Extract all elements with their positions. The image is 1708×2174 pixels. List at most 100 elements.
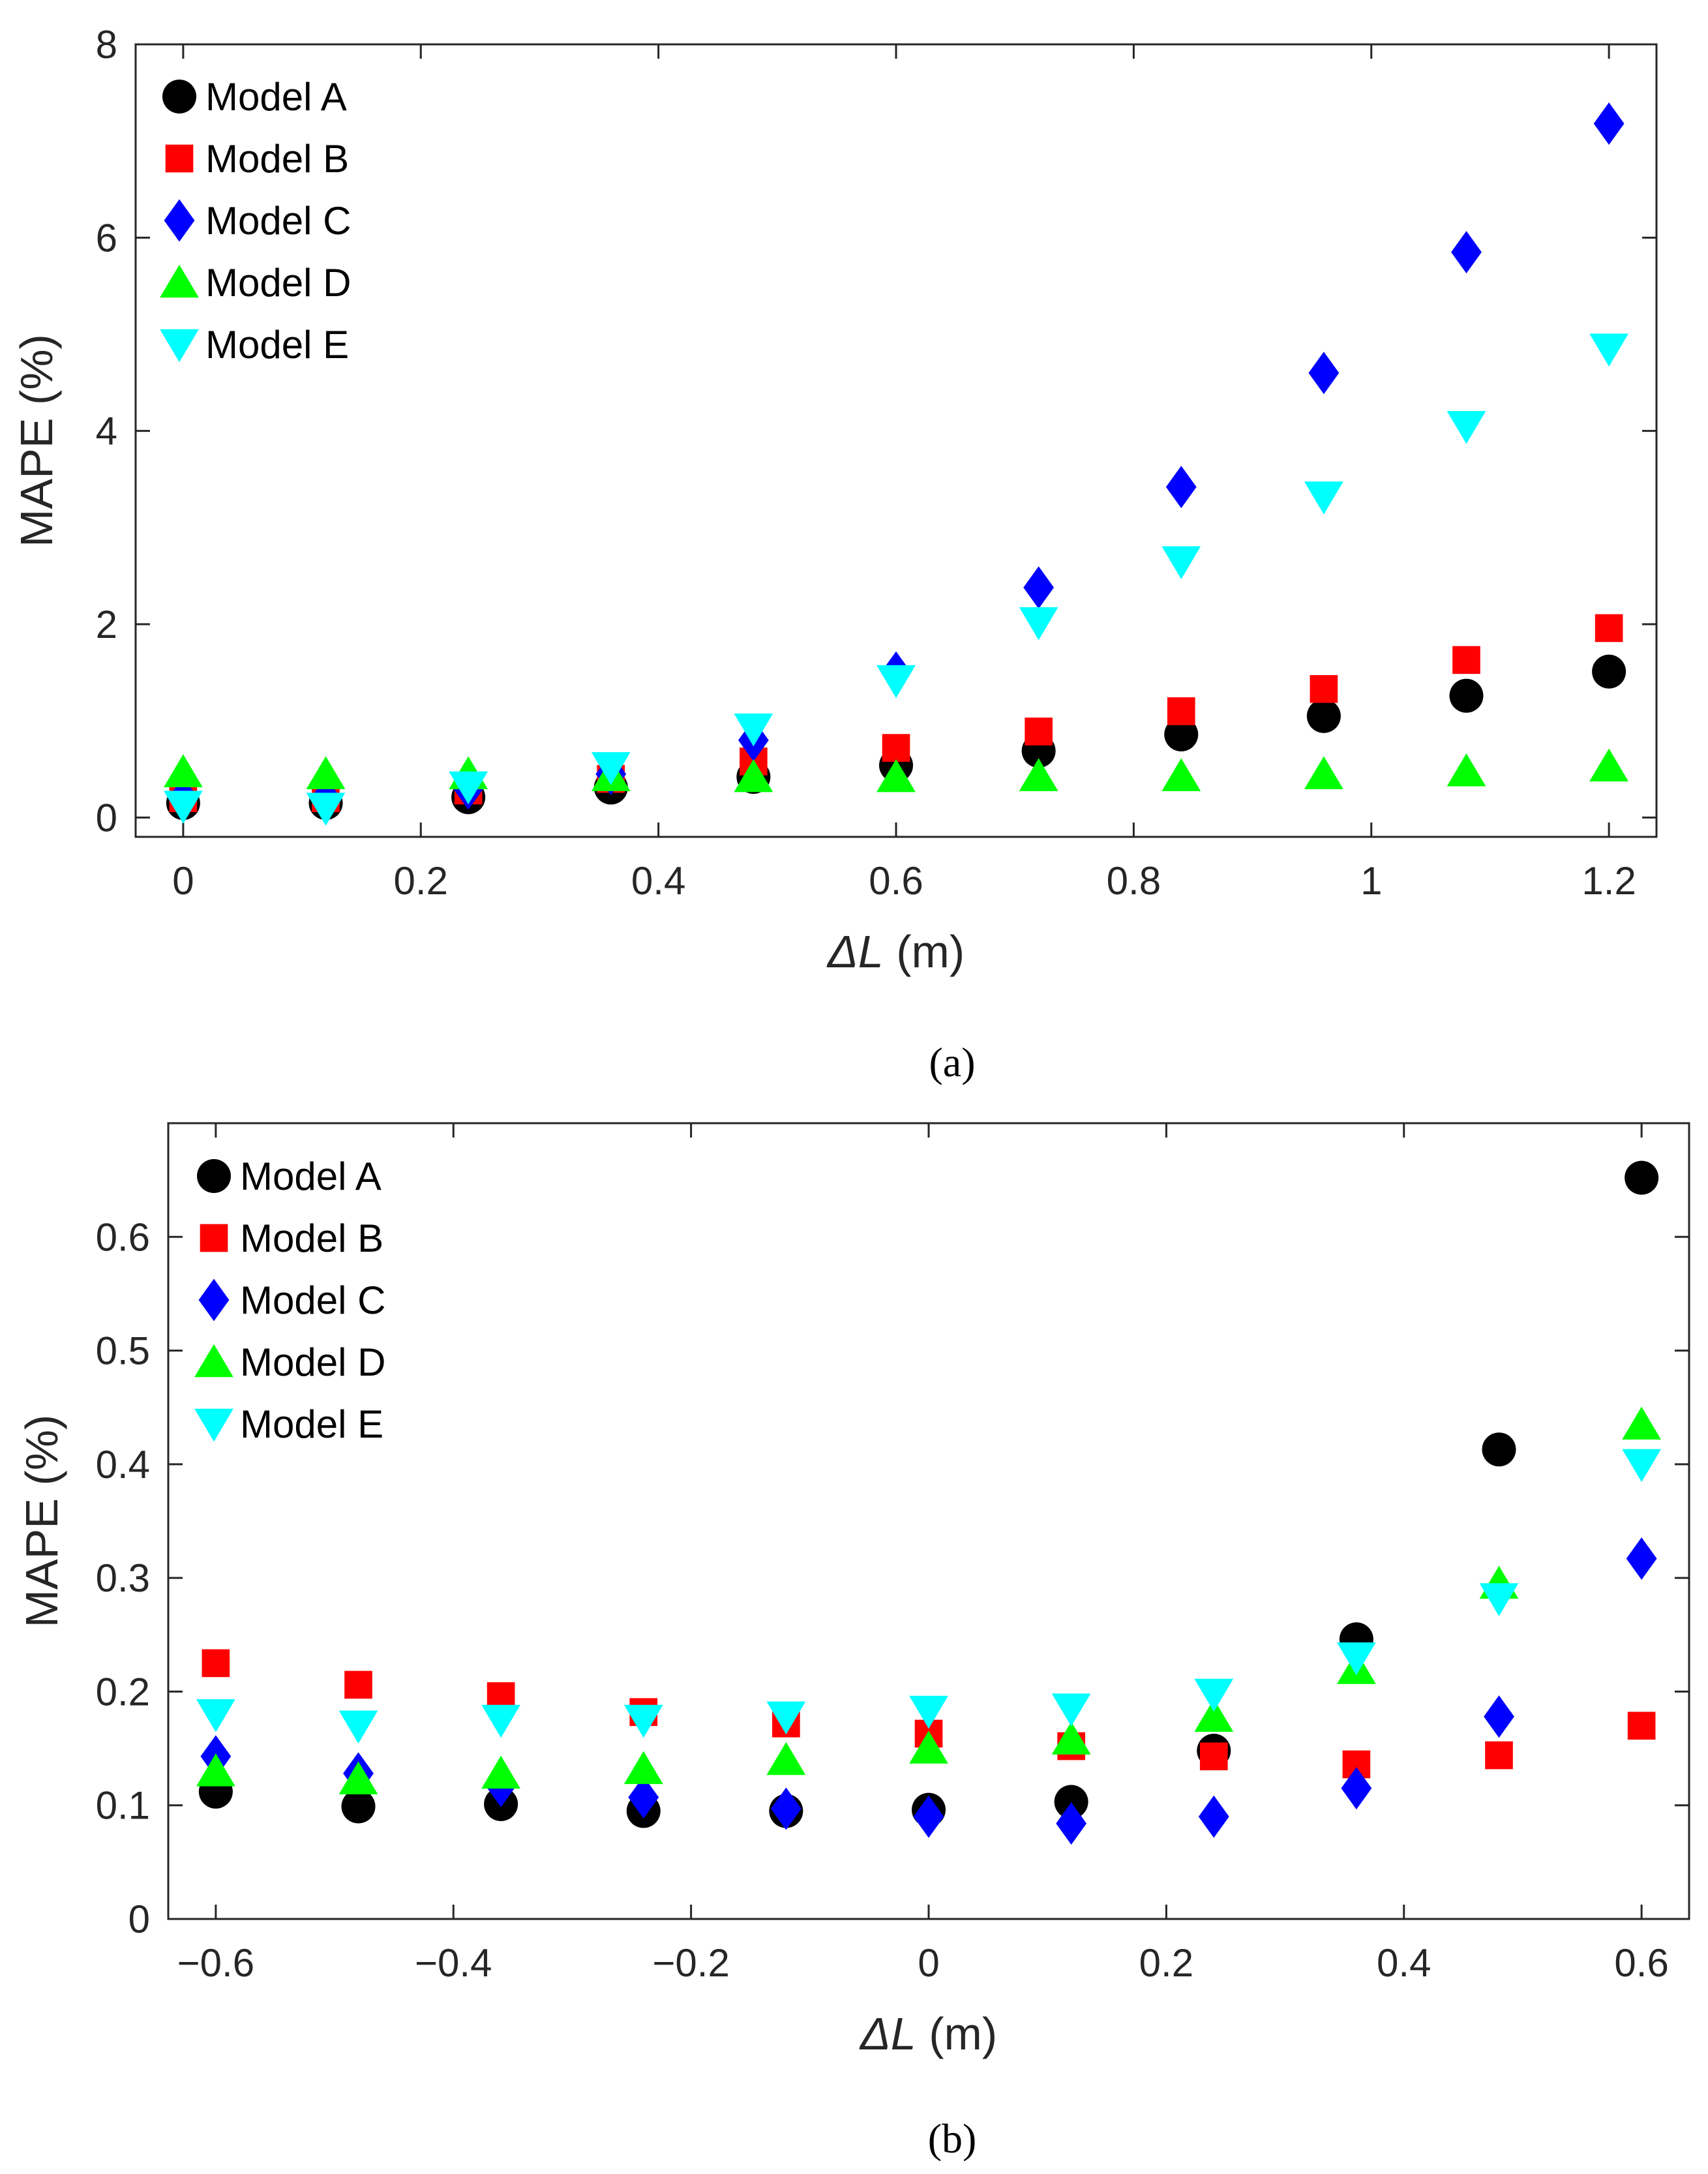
x-tick-label: 0.2 <box>1139 1941 1193 1985</box>
data-point <box>306 793 346 826</box>
y-axis-label: MAPE (%) <box>16 1415 67 1628</box>
y-tick-label: 0.6 <box>96 1215 150 1259</box>
x-axis-label: ΔL (m) <box>826 926 965 977</box>
y-tick-label: 0.1 <box>96 1784 150 1828</box>
data-point <box>1051 1721 1091 1755</box>
data-point <box>481 1755 521 1789</box>
data-point <box>1446 753 1486 787</box>
panel-a: 0 0.2 0.4 0.6 0.8 1 1.2 0 2 4 6 8 ΔL (m) MAPE (%) Mode… <box>11 23 1658 1085</box>
data-point <box>1051 1693 1091 1727</box>
data-point <box>1592 654 1626 689</box>
legend-label: Model B <box>240 1216 383 1260</box>
data-point <box>1446 411 1486 444</box>
legend-marker <box>194 1408 233 1442</box>
legend-marker <box>162 80 196 113</box>
x-tick-label: 0.6 <box>1614 1941 1668 1985</box>
series-model-e <box>163 333 1629 826</box>
legend-marker <box>160 264 199 298</box>
y-tick-label: 6 <box>96 216 117 260</box>
series-model-d <box>163 748 1629 793</box>
x-axis-symbol: ΔL <box>826 926 884 977</box>
data-point <box>876 665 916 699</box>
legend-label: Model A <box>240 1155 382 1198</box>
series-model-c <box>168 102 1625 820</box>
x-axis-symbol: ΔL <box>859 2008 916 2059</box>
x-tick-label: 1 <box>1360 859 1382 903</box>
data-point <box>1484 1695 1514 1738</box>
data-point <box>1449 678 1484 713</box>
x-tick-label: −0.6 <box>177 1941 254 1985</box>
data-point <box>1589 333 1629 367</box>
data-point <box>196 1753 235 1787</box>
data-point <box>1485 1741 1513 1770</box>
data-point <box>202 1649 230 1678</box>
x-tick-label: 0.4 <box>1377 1941 1431 1985</box>
series-model-d <box>196 1406 1662 1794</box>
legend-label: Model C <box>240 1278 385 1322</box>
data-point <box>591 752 631 785</box>
data-point <box>1198 1795 1229 1838</box>
data-point <box>1161 758 1201 791</box>
data-point <box>628 1776 659 1819</box>
series-model-e <box>196 1449 1662 1744</box>
series-model-c <box>200 1537 1657 1845</box>
data-point <box>1479 1583 1519 1616</box>
data-point <box>1626 1537 1657 1580</box>
data-point <box>1595 614 1623 642</box>
data-point <box>1589 748 1629 782</box>
legend-label: Model A <box>205 75 347 119</box>
data-point <box>306 756 346 789</box>
legend: Model A Model B Model C Model D Model E <box>160 75 351 367</box>
panel-caption: (a) <box>929 1039 975 1085</box>
data-point <box>1161 546 1201 580</box>
data-point <box>1336 1642 1376 1676</box>
x-axis-unit: (m) <box>884 926 965 977</box>
data-point <box>1304 756 1343 789</box>
data-point <box>734 759 773 793</box>
data-point <box>344 1670 372 1699</box>
legend-marker <box>197 1159 231 1193</box>
legend-label: Model D <box>205 261 351 305</box>
y-tick-label: 8 <box>96 23 117 67</box>
y-tick-label: 0.4 <box>96 1443 150 1487</box>
data-point <box>623 1751 663 1785</box>
legend-label: Model D <box>240 1340 385 1384</box>
data-point <box>481 1704 521 1738</box>
x-tick-label: 0.4 <box>631 859 685 903</box>
data-point <box>163 754 203 787</box>
data-point <box>338 1710 378 1744</box>
y-tick-label: 0.3 <box>96 1556 150 1600</box>
legend-marker <box>160 329 199 363</box>
y-tick-label: 0 <box>128 1897 150 1941</box>
data-point <box>1194 1678 1234 1712</box>
data-point <box>623 1704 663 1738</box>
data-point <box>734 713 773 747</box>
data-point <box>1627 1712 1656 1740</box>
legend-marker <box>164 199 195 242</box>
x-tick-label: 0 <box>172 859 194 903</box>
x-tick-label: 0.8 <box>1107 859 1161 903</box>
data-point <box>1194 1698 1234 1732</box>
data-point <box>766 1742 806 1775</box>
y-tick-label: 4 <box>96 410 117 453</box>
legend: Model A Model B Model C Model D Model E <box>194 1155 385 1446</box>
panel-b: −0.6 −0.4 −0.2 0 0.2 0.4 0.6 0 0.1 0.2 0.3 0.4 0.5 0.… <box>16 1122 1690 2162</box>
data-point <box>913 1795 944 1838</box>
data-point <box>1308 352 1340 395</box>
data-point <box>1023 566 1055 609</box>
x-tick-label: 0.2 <box>394 859 448 903</box>
data-point <box>909 1730 948 1764</box>
legend-marker <box>198 1278 230 1321</box>
x-tick-label: −0.2 <box>652 1941 729 1985</box>
legend-label: Model E <box>240 1402 383 1446</box>
data-point <box>1622 1406 1662 1440</box>
legend-marker <box>200 1224 228 1252</box>
data-point <box>1482 1432 1516 1467</box>
data-point <box>766 1701 806 1735</box>
data-point <box>1056 1802 1087 1845</box>
data-point <box>1054 1785 1088 1819</box>
data-point <box>1622 1449 1662 1483</box>
data-point <box>1164 717 1199 751</box>
data-point <box>1341 1767 1372 1810</box>
